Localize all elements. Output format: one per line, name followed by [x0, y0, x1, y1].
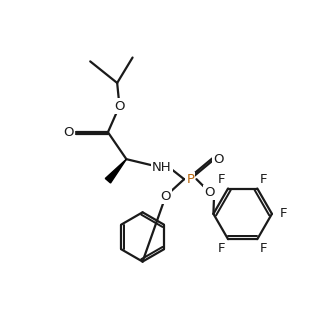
Text: F: F — [260, 242, 267, 255]
Text: O: O — [160, 189, 171, 203]
Text: NH: NH — [152, 161, 172, 174]
Text: O: O — [63, 126, 73, 139]
Text: F: F — [218, 242, 226, 255]
Text: F: F — [260, 173, 267, 186]
Text: O: O — [204, 186, 215, 199]
Polygon shape — [105, 159, 126, 183]
Text: F: F — [280, 207, 287, 220]
Text: F: F — [218, 173, 226, 186]
Text: O: O — [213, 153, 223, 167]
Text: P: P — [186, 173, 194, 186]
Text: O: O — [114, 100, 125, 113]
